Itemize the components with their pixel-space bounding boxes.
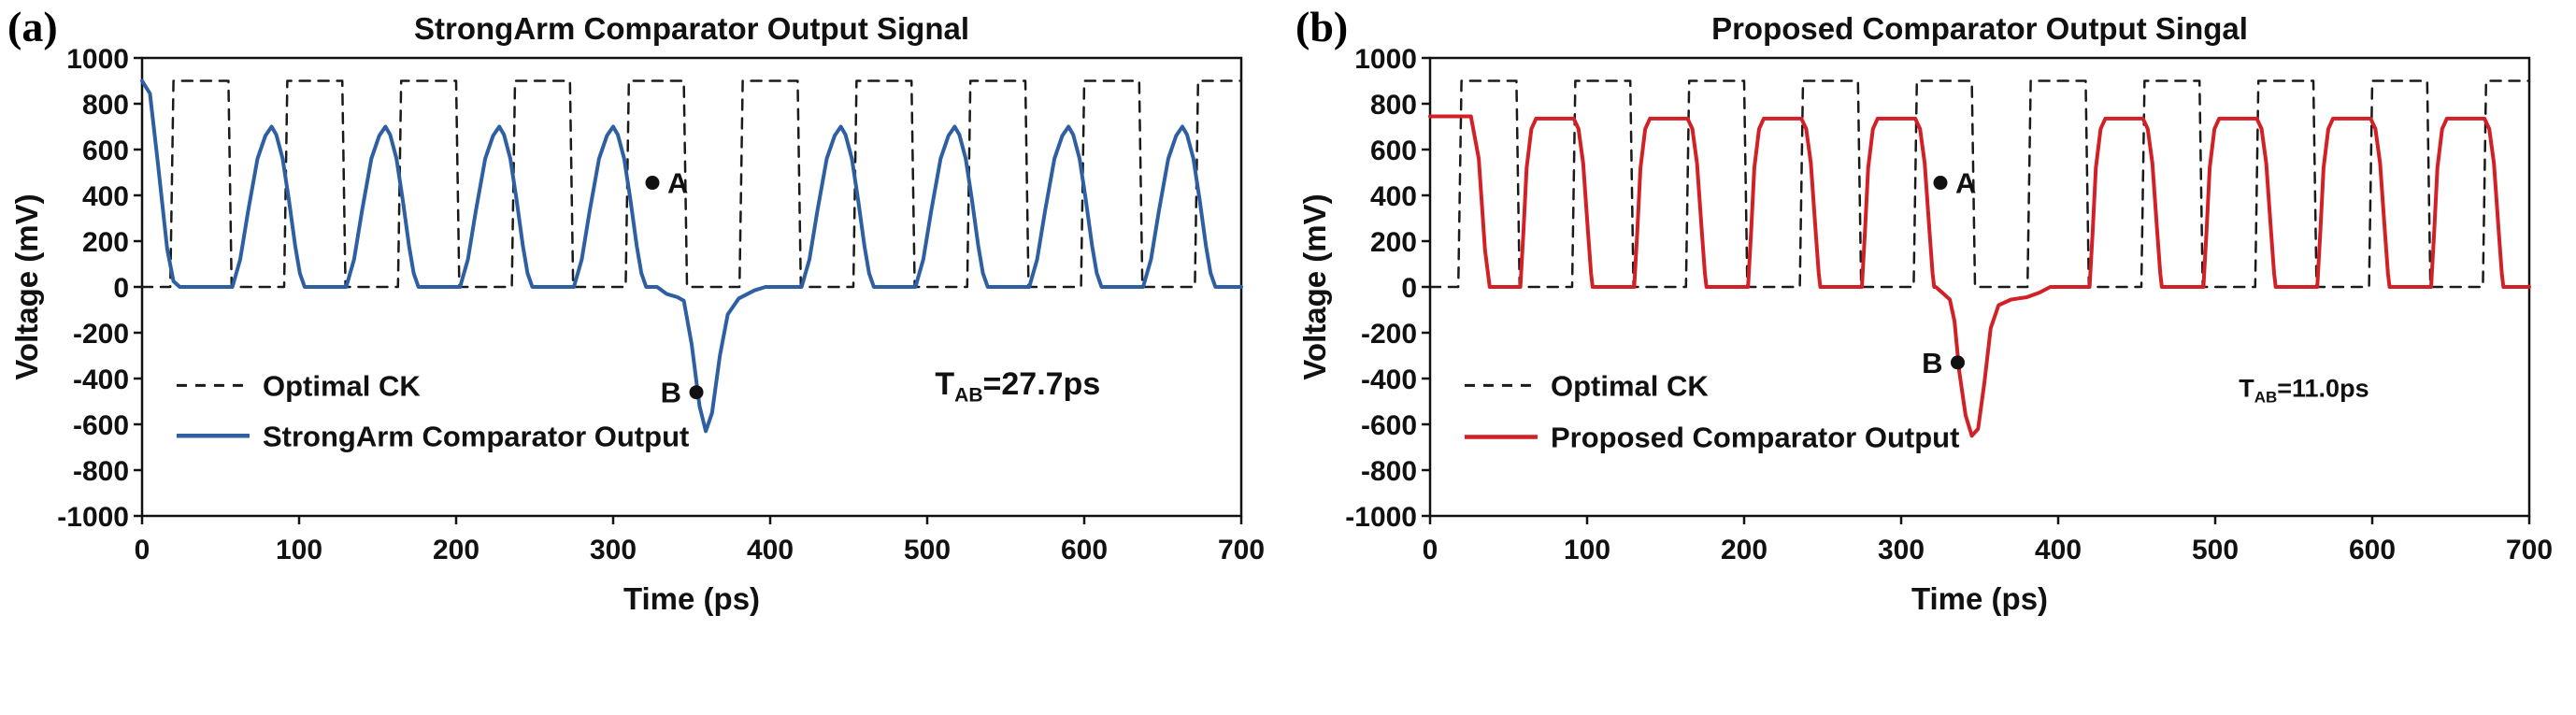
marker-label-b: B <box>1922 347 1942 379</box>
x-tick-label: 0 <box>135 535 150 565</box>
x-tick-label: 200 <box>433 535 479 565</box>
marker-point-b <box>1950 355 1965 370</box>
y-axis-label: Voltage (mV) <box>9 193 44 379</box>
panel-b: (b) 0 100 200 300 400 500 600 700 -1000 -800 -600 -… <box>1288 0 2576 715</box>
x-tick-label: 600 <box>2349 535 2396 565</box>
y-axis-label: Voltage (mV) <box>1297 193 1332 379</box>
series-proposed-comparator-output <box>1428 114 2531 438</box>
x-tick-label: 500 <box>2192 535 2239 565</box>
y-tick-label: 400 <box>1370 181 1417 212</box>
x-tick-label: 300 <box>1878 535 1925 565</box>
marker-label-a: A <box>667 167 688 200</box>
delay-annotation: TAB=11.0ps <box>2239 375 2368 407</box>
x-tick-label: 100 <box>276 535 322 565</box>
y-tick-label: -1000 <box>57 502 129 533</box>
x-tick-label: 600 <box>1061 535 1108 565</box>
y-tick-label: 1000 <box>66 44 129 75</box>
panel-a: (a) 0 100 200 300 400 500 600 700 -1000 -800 -600 -… <box>7 3 1265 616</box>
x-tick-label: 700 <box>2506 535 2553 565</box>
y-tick-label: 1000 <box>1354 44 1417 75</box>
chart-a: 0 100 200 300 400 500 600 700 -1000 -800 -600 -400 -… <box>9 11 1265 616</box>
x-tick-label: 200 <box>1721 535 1767 565</box>
chart-title: Proposed Comparator Output Singal <box>1711 11 2248 46</box>
series-optimal-ck <box>1428 79 2531 289</box>
marker-point-a <box>645 176 660 191</box>
y-tick-label: 200 <box>1370 227 1417 258</box>
y-tick-label: -400 <box>1361 365 1417 395</box>
y-tick-label: -600 <box>1361 410 1417 441</box>
x-tick-label: 300 <box>590 535 637 565</box>
y-tick-label: -800 <box>73 456 129 487</box>
legend-label-optimal-ck: Optimal CK <box>1551 369 1709 402</box>
y-tick-label: -400 <box>73 365 129 395</box>
marker-point-a <box>1933 176 1948 191</box>
x-tick-label: 500 <box>904 535 951 565</box>
x-tick-label: 0 <box>1423 535 1438 565</box>
x-tick-label: 400 <box>2035 535 2082 565</box>
marker-label-a: A <box>1955 167 1976 200</box>
x-tick-label: 100 <box>1564 535 1610 565</box>
y-tick-label: -600 <box>73 410 129 441</box>
series-strongarm-comparator-output <box>140 79 1243 434</box>
y-tick-label: 800 <box>1370 90 1417 121</box>
y-tick-label: -1000 <box>1345 502 1417 533</box>
y-tick-label: 600 <box>82 136 129 166</box>
y-tick-label: 400 <box>82 181 129 212</box>
y-tick-label: -200 <box>1361 319 1417 350</box>
x-axis-label: Time (ps) <box>1911 581 2048 616</box>
chart-title: StrongArm Comparator Output Signal <box>414 11 969 46</box>
x-tick-label: 400 <box>747 535 794 565</box>
legend-label-proposed-comparator-output: Proposed Comparator Output <box>1551 421 1959 453</box>
y-tick-label: 0 <box>113 273 129 304</box>
x-axis-label: Time (ps) <box>623 581 760 616</box>
marker-label-b: B <box>661 377 681 409</box>
y-tick-label: 0 <box>1401 273 1417 304</box>
series-optimal-ck <box>140 79 1243 289</box>
marker-point-b <box>689 385 704 400</box>
panel-a-label: (a) <box>7 3 58 50</box>
y-tick-label: 200 <box>82 227 129 258</box>
legend-label-optimal-ck: Optimal CK <box>263 369 421 402</box>
y-tick-label: 600 <box>1370 136 1417 166</box>
legend-label-strongarm-comparator-output: StrongArm Comparator Output <box>263 420 689 452</box>
y-tick-label: -800 <box>1361 456 1417 487</box>
x-tick-label: 700 <box>1218 535 1265 565</box>
panel-b-label: (b) <box>1295 3 1349 50</box>
y-tick-label: -200 <box>73 319 129 350</box>
chart-b: 0 100 200 300 400 500 600 700 -1000 -800 -600 -400 -… <box>1297 11 2553 616</box>
y-tick-label: 800 <box>82 90 129 121</box>
delay-annotation: TAB=27.7ps <box>935 366 1100 407</box>
